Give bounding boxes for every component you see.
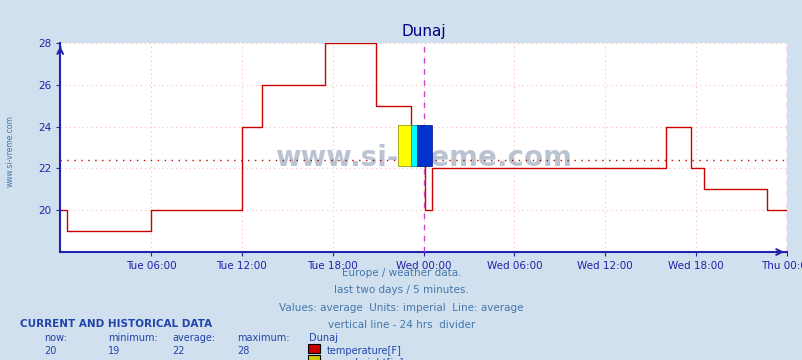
- Text: 20: 20: [44, 346, 56, 356]
- Text: 28: 28: [237, 346, 249, 356]
- Text: -nan: -nan: [172, 358, 194, 360]
- Text: -nan: -nan: [108, 358, 130, 360]
- Text: -nan: -nan: [237, 358, 258, 360]
- Text: Values: average  Units: imperial  Line: average: Values: average Units: imperial Line: av…: [279, 303, 523, 313]
- Text: snow height[in]: snow height[in]: [326, 358, 403, 360]
- Text: Dunaj: Dunaj: [309, 333, 338, 343]
- Text: temperature[F]: temperature[F]: [326, 346, 401, 356]
- Text: -nan: -nan: [44, 358, 66, 360]
- Text: www.si-vreme.com: www.si-vreme.com: [275, 144, 571, 172]
- Bar: [398, 125, 413, 166]
- Text: vertical line - 24 hrs  divider: vertical line - 24 hrs divider: [327, 320, 475, 330]
- Text: www.si-vreme.com: www.si-vreme.com: [6, 115, 15, 187]
- Text: last two days / 5 minutes.: last two days / 5 minutes.: [334, 285, 468, 296]
- Bar: [411, 125, 426, 166]
- Text: Europe / weather data.: Europe / weather data.: [342, 268, 460, 278]
- Text: maximum:: maximum:: [237, 333, 289, 343]
- Text: 22: 22: [172, 346, 185, 356]
- Bar: [417, 125, 431, 166]
- Text: now:: now:: [44, 333, 67, 343]
- Text: 19: 19: [108, 346, 120, 356]
- Text: minimum:: minimum:: [108, 333, 158, 343]
- Title: Dunaj: Dunaj: [401, 24, 445, 39]
- Text: CURRENT AND HISTORICAL DATA: CURRENT AND HISTORICAL DATA: [20, 319, 212, 329]
- Text: average:: average:: [172, 333, 216, 343]
